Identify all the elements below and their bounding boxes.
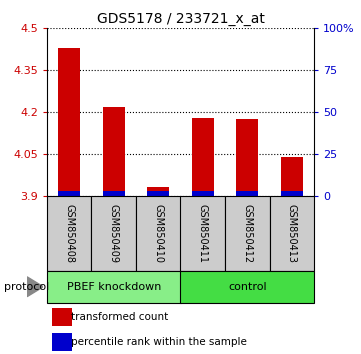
Polygon shape (27, 277, 43, 297)
Bar (192, 192, 214, 196)
Text: GSM850412: GSM850412 (242, 204, 252, 263)
Text: GSM850410: GSM850410 (153, 204, 163, 263)
Bar (180, 196, 225, 271)
Bar (180, 271, 314, 303)
Bar (225, 196, 270, 271)
Bar (270, 196, 314, 271)
Bar (58, 192, 80, 196)
Text: PBEF knockdown: PBEF knockdown (66, 282, 161, 292)
Bar (280, 192, 303, 196)
Bar (236, 119, 258, 196)
Text: protocol: protocol (4, 282, 49, 292)
Bar (47, 271, 180, 303)
Bar (280, 157, 303, 196)
Bar (192, 118, 214, 196)
Text: transformed count: transformed count (71, 312, 168, 322)
Text: percentile rank within the sample: percentile rank within the sample (71, 337, 247, 347)
Bar (52, 308, 71, 326)
Bar (58, 48, 80, 196)
Text: GSM850409: GSM850409 (109, 204, 119, 263)
Bar (103, 192, 125, 196)
Bar (236, 192, 258, 196)
Title: GDS5178 / 233721_x_at: GDS5178 / 233721_x_at (96, 12, 265, 26)
Bar (147, 187, 169, 196)
Bar (136, 196, 180, 271)
Text: control: control (228, 282, 266, 292)
Bar (91, 196, 136, 271)
Bar (147, 192, 169, 196)
Bar (47, 196, 91, 271)
Text: GSM850413: GSM850413 (287, 204, 297, 263)
Text: GSM850408: GSM850408 (64, 204, 74, 263)
Text: GSM850411: GSM850411 (198, 204, 208, 263)
Bar (52, 333, 71, 352)
Bar (103, 107, 125, 196)
